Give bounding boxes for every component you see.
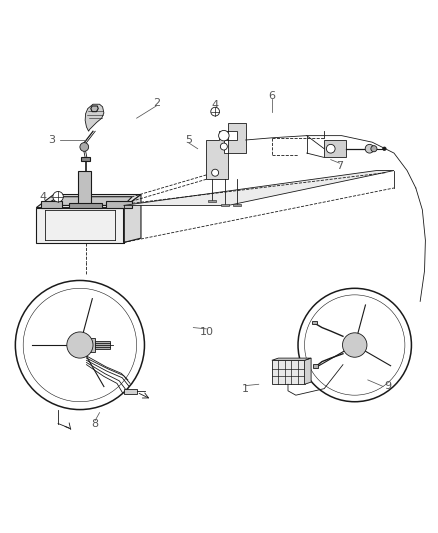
Circle shape	[297, 288, 410, 402]
Circle shape	[364, 144, 373, 153]
Circle shape	[325, 144, 334, 153]
Text: 1: 1	[242, 384, 249, 394]
Text: 3: 3	[48, 135, 55, 145]
Text: 9: 9	[383, 382, 390, 391]
Circle shape	[220, 143, 227, 150]
Circle shape	[80, 143, 88, 151]
Text: 5: 5	[185, 135, 192, 145]
Circle shape	[218, 131, 229, 141]
Polygon shape	[95, 341, 110, 350]
Polygon shape	[271, 358, 311, 360]
Polygon shape	[123, 195, 141, 243]
Polygon shape	[271, 360, 304, 384]
Text: 4: 4	[39, 192, 46, 201]
Circle shape	[15, 280, 144, 409]
Polygon shape	[85, 104, 104, 131]
Polygon shape	[36, 195, 141, 208]
Circle shape	[370, 146, 376, 152]
Polygon shape	[69, 203, 102, 208]
Text: 7: 7	[335, 161, 342, 171]
Circle shape	[342, 333, 366, 357]
Polygon shape	[233, 204, 240, 206]
Text: 4: 4	[211, 100, 218, 110]
Polygon shape	[220, 204, 228, 206]
Text: 2: 2	[152, 98, 159, 108]
Text: 6: 6	[268, 91, 275, 101]
Circle shape	[67, 332, 93, 358]
Circle shape	[210, 107, 219, 116]
Polygon shape	[41, 201, 62, 208]
Polygon shape	[69, 338, 95, 352]
Polygon shape	[312, 364, 318, 368]
Polygon shape	[123, 389, 136, 394]
Polygon shape	[208, 200, 215, 202]
Polygon shape	[206, 123, 245, 179]
Polygon shape	[311, 320, 317, 324]
Text: 8: 8	[92, 418, 99, 429]
Polygon shape	[78, 171, 91, 205]
Polygon shape	[91, 106, 98, 111]
Polygon shape	[304, 358, 311, 384]
Polygon shape	[106, 201, 132, 208]
Polygon shape	[36, 208, 123, 243]
Circle shape	[211, 169, 218, 176]
Polygon shape	[123, 171, 393, 205]
Text: 10: 10	[199, 327, 213, 337]
Circle shape	[382, 147, 385, 150]
Polygon shape	[45, 197, 132, 205]
Circle shape	[23, 288, 136, 402]
Circle shape	[53, 191, 63, 202]
Polygon shape	[81, 157, 90, 161]
Polygon shape	[323, 140, 345, 157]
Circle shape	[304, 295, 404, 395]
